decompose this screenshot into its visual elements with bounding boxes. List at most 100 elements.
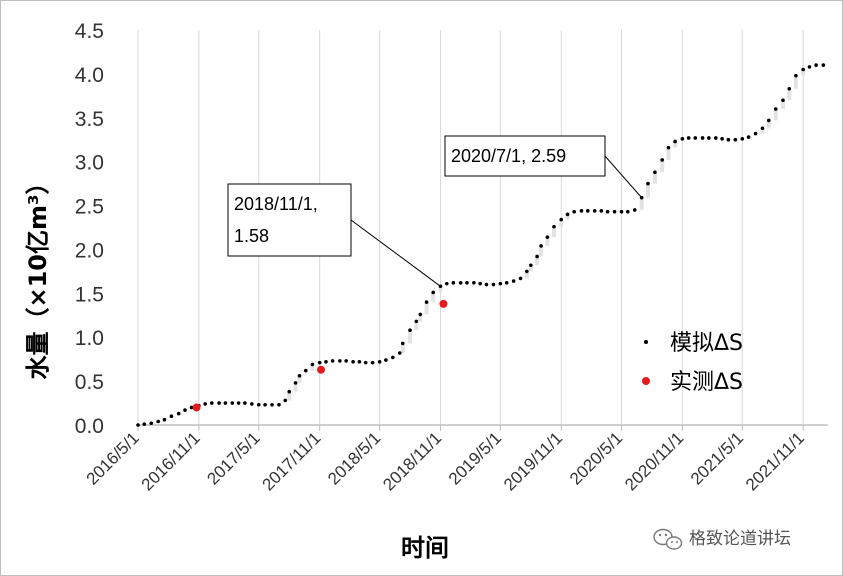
simulated-point xyxy=(183,408,187,412)
y-tick-label: 0.5 xyxy=(75,371,104,394)
simulated-point xyxy=(740,137,745,141)
x-tick-label: 2017/5/1 xyxy=(203,428,263,488)
simulated-band xyxy=(528,265,533,272)
simulated-point xyxy=(753,131,758,136)
simulated-band xyxy=(545,237,550,246)
simulated-point xyxy=(484,282,489,287)
simulated-point xyxy=(801,67,805,72)
simulated-point xyxy=(592,209,597,213)
simulated-point xyxy=(400,341,405,346)
simulated-point xyxy=(317,360,322,365)
simulated-point xyxy=(545,235,550,239)
x-tick-label: 2021/5/1 xyxy=(687,428,747,488)
simulated-point xyxy=(384,358,388,362)
simulated-band xyxy=(287,391,292,401)
simulated-band xyxy=(673,141,678,148)
gridlines xyxy=(137,30,804,431)
legend-marker-observed xyxy=(642,377,650,385)
simulated-point xyxy=(539,244,543,248)
simulated-band xyxy=(539,245,544,257)
simulated-point xyxy=(408,328,412,333)
simulated-point xyxy=(357,360,362,364)
simulated-point xyxy=(458,281,463,285)
simulated-point xyxy=(256,403,261,407)
simulated-point xyxy=(303,368,308,373)
simulated-point xyxy=(572,209,576,214)
y-tick-labels: 0.0 0.5 1.0 1.5 2.0 2.5 3.0 3.5 4.0 4.5 xyxy=(75,20,104,438)
simulated-point xyxy=(535,254,539,259)
simulated-point xyxy=(807,65,812,69)
legend-marker-simulated xyxy=(644,340,648,344)
simulated-point xyxy=(760,126,765,131)
callout-box-2018 xyxy=(227,183,352,257)
simulated-point xyxy=(529,263,533,268)
callout-2018: 2018/11/1, 1.58 xyxy=(227,183,441,287)
simulated-point xyxy=(693,136,698,140)
x-tick-label: 2020/5/1 xyxy=(566,428,626,488)
simulated-band xyxy=(524,271,529,279)
callout-2018-line-1: 2018/11/1, xyxy=(234,194,318,214)
callout-2020-text: 2020/7/1, 2.59 xyxy=(451,146,566,166)
simulated-band xyxy=(565,214,570,220)
simulated-point xyxy=(714,136,718,140)
simulated-point xyxy=(330,359,335,363)
simulated-point xyxy=(821,63,826,67)
x-tick-label: 2017/11/1 xyxy=(258,428,324,494)
simulated-point xyxy=(511,279,516,283)
simulated-point xyxy=(787,87,792,91)
simulated-point xyxy=(270,403,274,407)
simulated-band xyxy=(293,382,298,392)
simulated-point xyxy=(424,300,429,304)
simulated-point xyxy=(632,208,637,212)
simulated-point xyxy=(465,281,469,285)
simulated-band xyxy=(431,292,436,303)
simulated-point xyxy=(472,281,476,285)
simulated-point xyxy=(176,411,181,416)
simulated-point xyxy=(814,63,818,67)
simulated-point xyxy=(491,282,496,287)
simulated-point xyxy=(397,351,402,355)
simulated-band xyxy=(652,172,657,184)
simulated-band xyxy=(559,219,564,227)
simulated-point xyxy=(156,419,160,424)
simulated-point xyxy=(324,360,328,364)
simulated-point xyxy=(351,360,355,364)
simulated-band xyxy=(639,197,644,210)
simulated-band xyxy=(760,128,765,134)
y-tick-label: 4.5 xyxy=(75,20,104,43)
simulated-point xyxy=(283,398,288,403)
simulated-point xyxy=(414,319,419,324)
simulated-series xyxy=(136,63,826,427)
simulated-point xyxy=(680,137,685,141)
x-tick-label: 2020/11/1 xyxy=(621,428,687,494)
simulated-band xyxy=(297,375,302,383)
simulated-point xyxy=(169,414,174,419)
observed-point xyxy=(192,403,201,412)
simulated-point xyxy=(363,360,368,365)
simulated-point xyxy=(142,422,147,426)
simulated-point xyxy=(162,417,167,422)
simulated-point xyxy=(444,281,449,286)
x-tick-label: 2016/11/1 xyxy=(138,428,204,494)
simulated-point xyxy=(781,98,785,103)
simulated-point xyxy=(297,374,302,378)
simulated-point xyxy=(559,217,564,222)
simulated-point xyxy=(203,402,207,406)
simulated-point xyxy=(707,136,711,140)
simulated-point xyxy=(625,209,630,214)
simulated-band xyxy=(780,100,785,109)
y-tick-label: 2.5 xyxy=(75,196,104,219)
simulated-point xyxy=(726,137,731,142)
x-tick-label: 2018/11/1 xyxy=(379,428,445,494)
watermark: 格致论道讲坛 xyxy=(653,528,791,550)
simulated-point xyxy=(277,403,281,407)
simulated-band xyxy=(645,183,650,198)
simulated-point xyxy=(189,405,194,410)
simulated-point xyxy=(338,359,342,363)
x-tick-label: 2019/11/1 xyxy=(500,428,566,494)
y-axis-title: 水量（×10亿m³） xyxy=(24,170,52,379)
simulated-point xyxy=(287,389,292,394)
simulated-point xyxy=(377,360,382,364)
